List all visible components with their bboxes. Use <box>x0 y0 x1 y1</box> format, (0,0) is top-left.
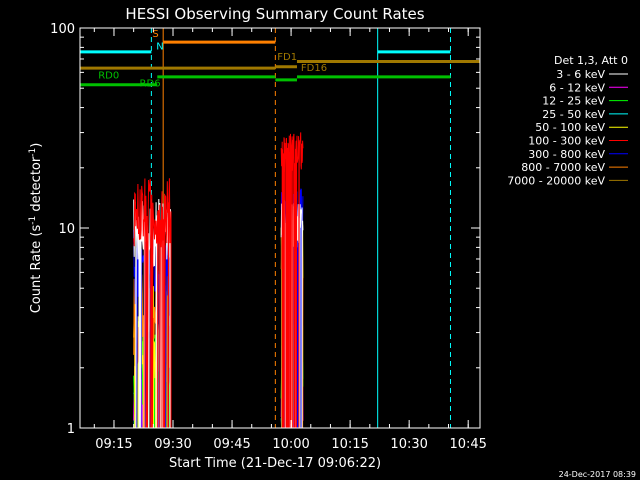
y-tick-label-1: 10 <box>58 222 75 237</box>
annotation-fd1: FD1 <box>277 52 297 63</box>
x-tick-label-5: 10:30 <box>390 437 427 452</box>
x-tick-label-1: 09:30 <box>154 437 191 452</box>
y-tick-label-2: 100 <box>50 22 75 37</box>
legend-label-8: 7000 - 20000 keV <box>507 174 605 187</box>
plot-area: SN FD1 FD16 RD0 RD6 <box>80 28 480 429</box>
legend-label-6: 300 - 800 keV <box>528 148 605 161</box>
x-tick-label-0: 09:15 <box>95 437 132 452</box>
series-5-trace-1 <box>280 132 304 429</box>
legend-label-0: 3 - 6 keV <box>556 68 605 81</box>
annotation-rd6: RD6 <box>140 78 161 89</box>
legend-label-7: 800 - 7000 keV <box>521 161 605 174</box>
x-tick-label-3: 10:00 <box>272 437 309 452</box>
legend-label-3: 25 - 50 keV <box>542 108 605 121</box>
annotation-fd16: FD16 <box>301 63 327 74</box>
y-tick-label-0: 1 <box>67 422 75 437</box>
annotation-rd0: RD0 <box>98 70 119 81</box>
legend-label-1: 6 - 12 keV <box>549 81 605 94</box>
y-axis-label: Count Rate (s-1 detector-1) <box>28 143 44 314</box>
axes: 09:15 09:30 09:45 10:00 10:15 10:30 10:45 1 10 10… <box>50 22 487 452</box>
x-tick-label-6: 10:45 <box>449 437 486 452</box>
x-tick-label-2: 09:45 <box>213 437 250 452</box>
footer-timestamp: 24-Dec-2017 08:39 <box>559 470 636 479</box>
legend-label-5: 100 - 300 keV <box>528 135 605 148</box>
legend-label-4: 50 - 100 keV <box>535 121 605 134</box>
x-tick-label-4: 10:15 <box>331 437 368 452</box>
annotation-n: N <box>156 42 163 53</box>
annotation-s: S <box>152 29 158 40</box>
x-axis-label: Start Time (21-Dec-17 09:06:22) <box>169 456 381 471</box>
legend-header: Det 1,3, Att 0 <box>554 54 628 67</box>
chart-title: HESSI Observing Summary Count Rates <box>125 5 424 23</box>
legend-label-2: 12 - 25 keV <box>542 95 605 108</box>
